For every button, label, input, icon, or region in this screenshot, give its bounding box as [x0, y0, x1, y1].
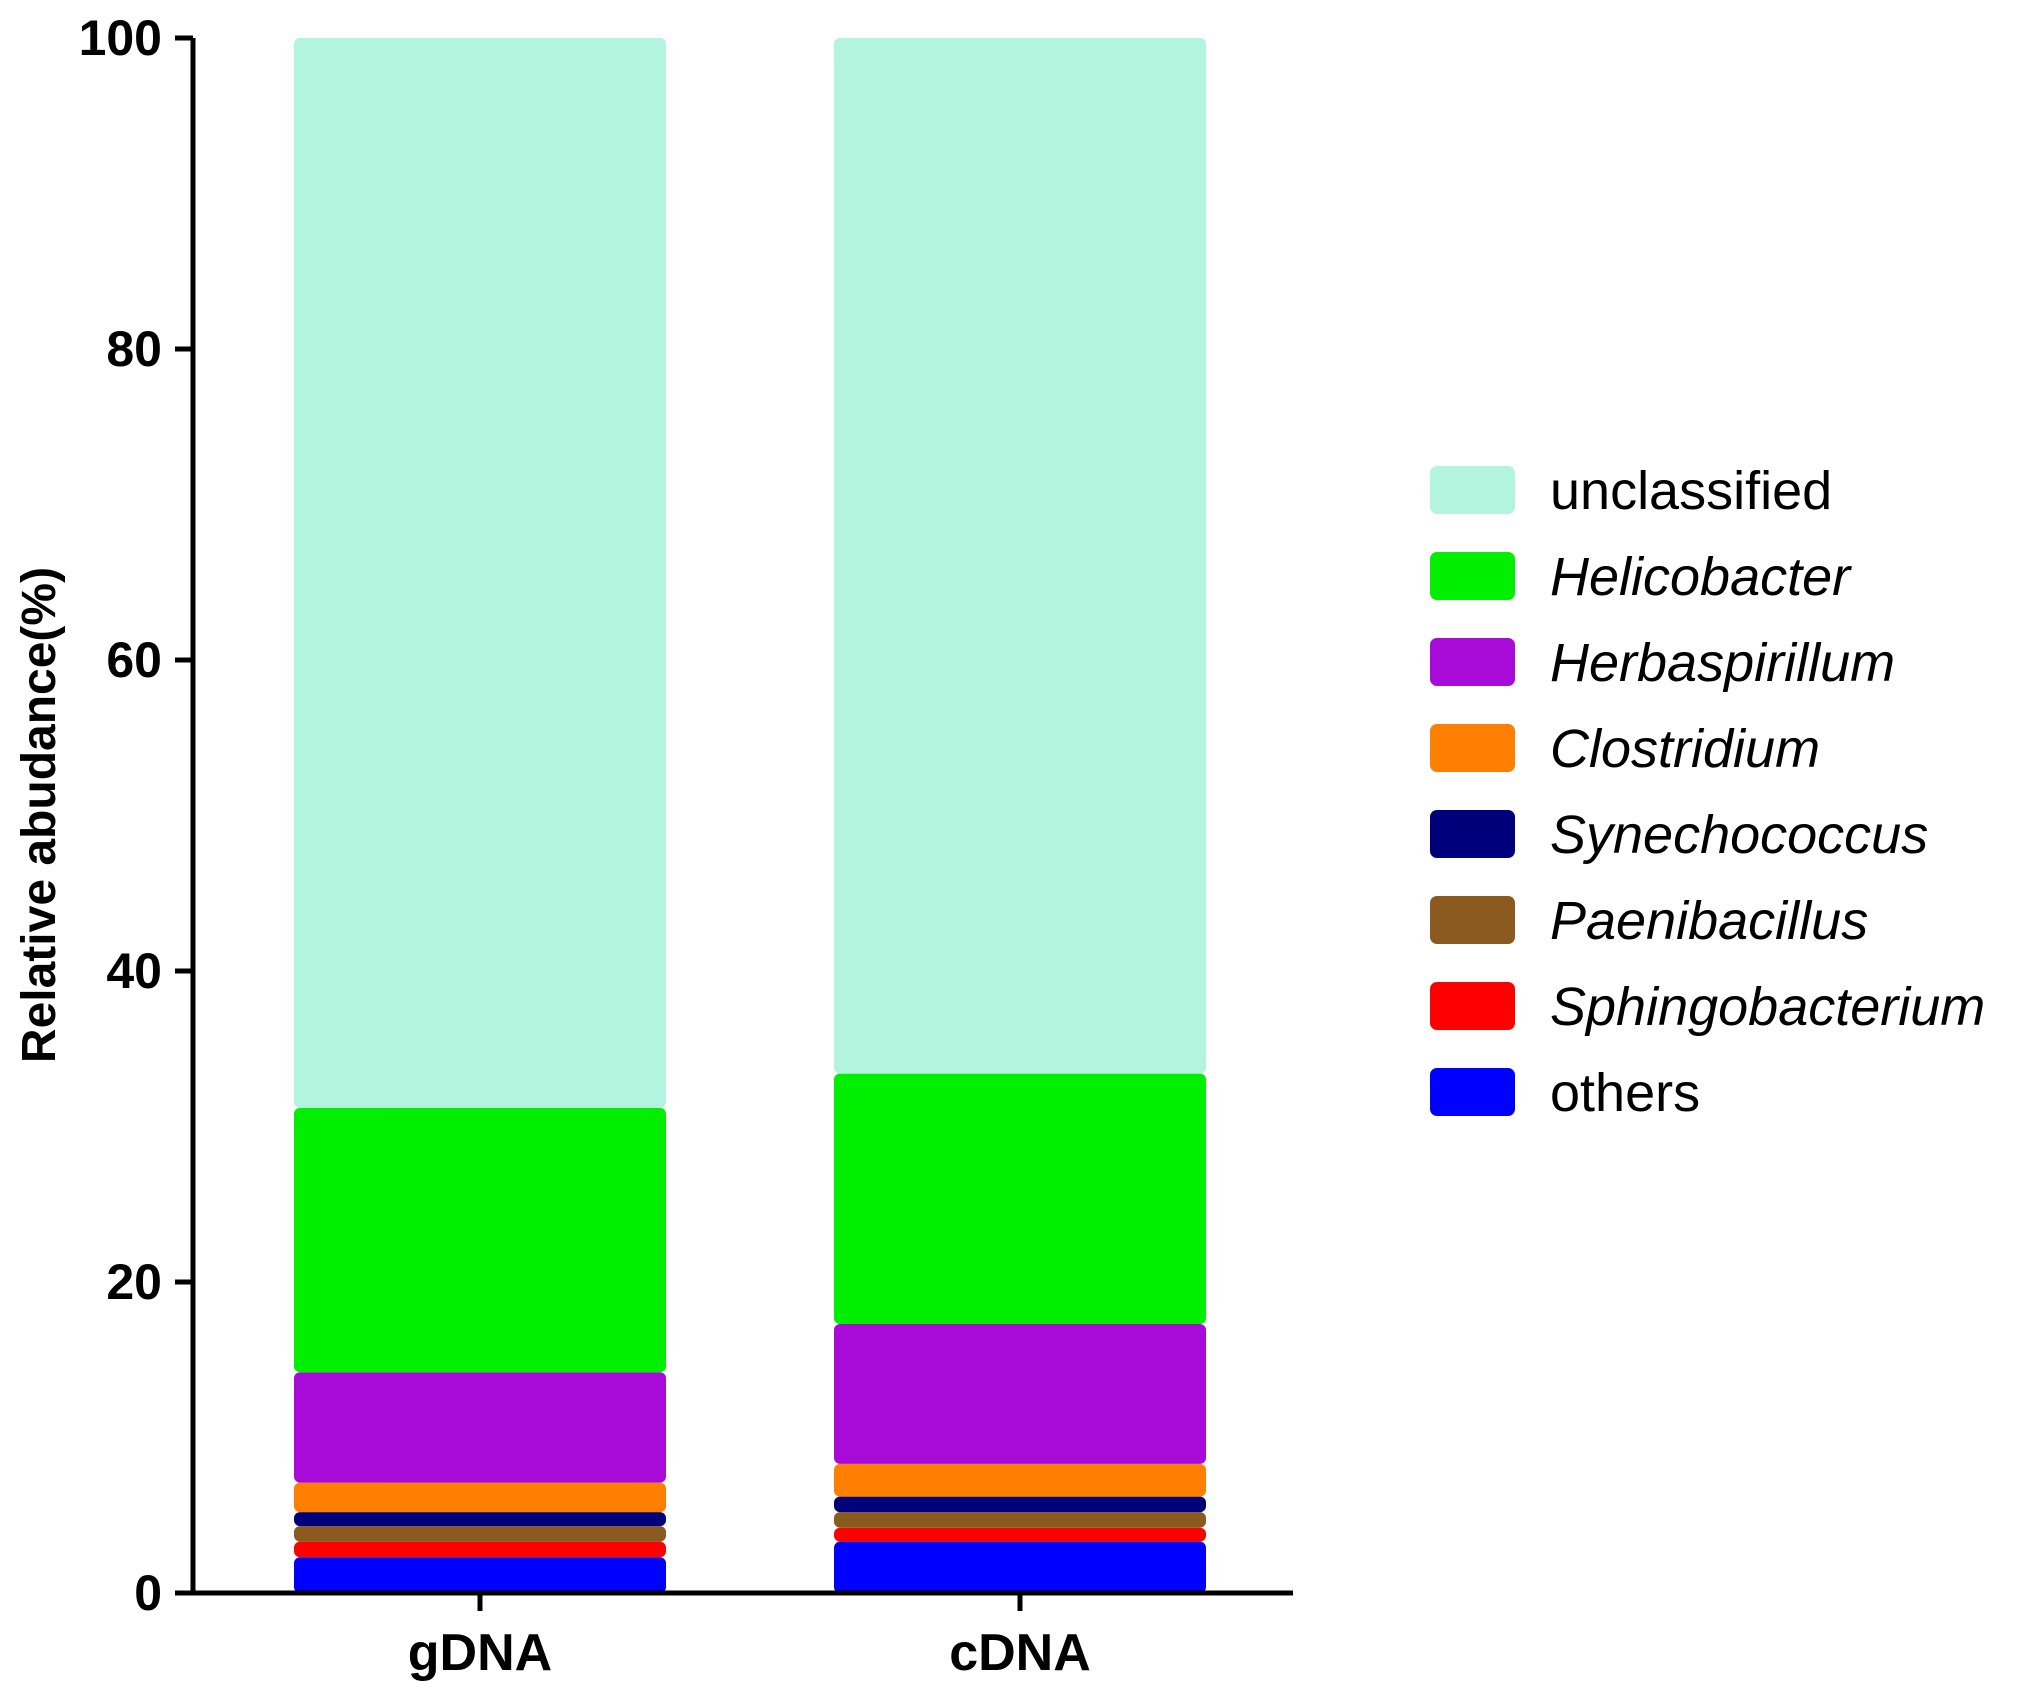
legend-label-clostridium: Clostridium [1550, 719, 1820, 779]
y-tick-label: 100 [79, 10, 162, 66]
bar-segment-cDNA-herbaspirillum [834, 1323, 1206, 1464]
bar-segment-gDNA-clostridium [294, 1482, 666, 1513]
y-ticks: 0 20 40 60 80 100 [79, 10, 193, 1621]
bar-segment-cDNA-unclassified [834, 38, 1206, 1074]
legend-swatch-synechococcus [1430, 810, 1515, 858]
legend-swatch-clostridium [1430, 724, 1515, 772]
x-category-label-cDNA: cDNA [949, 1624, 1091, 1682]
bar-segment-cDNA-sphingobacterium [834, 1527, 1206, 1542]
legend-swatch-helicobacter [1430, 552, 1515, 600]
legend: unclassified Helicobacter Herbaspirillum Cl… [1430, 461, 1985, 1123]
legend-swatch-sphingobacterium [1430, 982, 1515, 1030]
y-tick-label: 20 [106, 1254, 162, 1310]
legend-swatch-herbaspirillum [1430, 638, 1515, 686]
y-tick-label: 40 [106, 943, 162, 999]
x-category-label-gDNA: gDNA [408, 1624, 552, 1682]
bar-segment-cDNA-paenibacillus [834, 1512, 1206, 1528]
bar-segment-cDNA-helicobacter [834, 1073, 1206, 1324]
bar-segment-gDNA-helicobacter [294, 1107, 666, 1373]
legend-label-herbaspirillum: Herbaspirillum [1550, 633, 1895, 693]
y-tick-label: 60 [106, 632, 162, 688]
bar-segment-cDNA-clostridium [834, 1463, 1206, 1497]
legend-swatch-others [1430, 1068, 1515, 1116]
legend-label-unclassified: unclassified [1550, 461, 1832, 521]
legend-label-sphingobacterium: Sphingobacterium [1550, 977, 1985, 1037]
legend-label-others: others [1550, 1063, 1700, 1123]
legend-swatch-paenibacillus [1430, 896, 1515, 944]
x-ticks: gDNA cDNA [408, 1593, 1091, 1682]
legend-label-helicobacter: Helicobacter [1550, 547, 1852, 607]
bar-segment-gDNA-sphingobacterium [294, 1541, 666, 1558]
bar-segment-cDNA-others [834, 1541, 1206, 1593]
bar-segment-cDNA-synechococcus [834, 1496, 1206, 1513]
axes [190, 38, 1293, 1596]
bar-segment-gDNA-unclassified [294, 38, 666, 1108]
legend-swatch-unclassified [1430, 466, 1515, 514]
y-axis-title: Relative abudance(%) [13, 567, 66, 1063]
bar-segment-gDNA-synechococcus [294, 1512, 666, 1527]
y-tick-label: 0 [134, 1565, 162, 1621]
bar-segment-gDNA-paenibacillus [294, 1526, 666, 1542]
bar-segment-gDNA-herbaspirillum [294, 1372, 666, 1483]
y-tick-label: 80 [106, 321, 162, 377]
legend-label-paenibacillus: Paenibacillus [1550, 891, 1868, 951]
bar-segment-gDNA-others [294, 1557, 666, 1593]
legend-label-synechococcus: Synechococcus [1550, 805, 1928, 865]
bar-segments [294, 38, 1206, 1593]
